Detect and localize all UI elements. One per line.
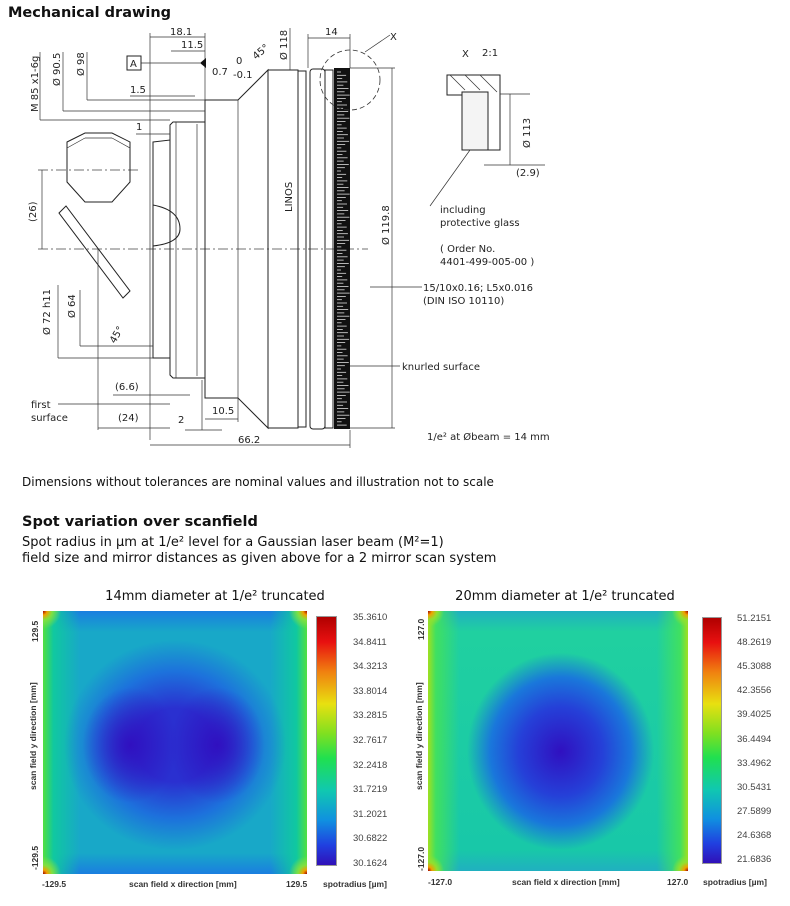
chart1-ylabel: scan field y direction [mm] bbox=[28, 682, 38, 790]
dim-98: Ø 98 bbox=[75, 52, 87, 76]
chart1-colorbar-label: spotradius [µm] bbox=[323, 879, 387, 889]
chart2-ytick-bottom: -127.0 bbox=[416, 846, 426, 871]
dim-24: (24) bbox=[118, 413, 139, 424]
chart1-colorbar-tick: 34.8411 bbox=[353, 636, 387, 648]
dim-18-1: 18.1 bbox=[170, 27, 192, 38]
prism-view bbox=[66, 132, 131, 203]
chart1-colorbar-tick: 31.2021 bbox=[353, 808, 388, 820]
mechanical-drawing: 18.1 11.5 A 0.7 0 -0.1 45° Ø 118 14 X X … bbox=[28, 27, 550, 448]
chart2-colorbar-tick: 21.6836 bbox=[737, 854, 772, 865]
dim-2: 2 bbox=[178, 415, 184, 426]
chart1-colorbar-tick: 33.2815 bbox=[353, 710, 388, 722]
section-title-mechanical-drawing: Mechanical drawing bbox=[8, 5, 172, 21]
section-title-spot-variation: Spot variation over scanfield bbox=[22, 514, 258, 530]
first-surface-label: first bbox=[31, 400, 51, 411]
chart1-ytick-top: 129.5 bbox=[30, 620, 40, 642]
dim-10-5: 10.5 bbox=[212, 406, 234, 417]
note-order-2: 4401-499-005-00 ) bbox=[440, 257, 534, 268]
chart1-colorbar-tick: 30.1624 bbox=[353, 858, 388, 869]
brand-engraving: LINOS bbox=[284, 182, 295, 212]
chart1-xlabel: scan field x direction [mm] bbox=[129, 879, 237, 889]
dim-26: (26) bbox=[28, 201, 39, 222]
chart1-colorbar-tick: 31.7219 bbox=[353, 784, 388, 796]
dim-64: Ø 64 bbox=[66, 294, 78, 318]
dim-0-7: 0.7 bbox=[212, 67, 228, 78]
lens-dome bbox=[152, 204, 181, 247]
chart2-colorbar-tick: 42.3556 bbox=[737, 685, 772, 697]
chart2-xlabel: scan field x direction [mm] bbox=[512, 877, 620, 887]
dim-6-6: (6.6) bbox=[115, 382, 139, 393]
chart2-colorbar-tick: 51.2151 bbox=[737, 613, 772, 624]
tol-upper: 0 bbox=[236, 56, 242, 67]
dim-90-5: Ø 90.5 bbox=[51, 53, 63, 86]
dim-1: 1 bbox=[136, 122, 142, 133]
chart1-heatmap bbox=[43, 611, 307, 874]
drawing-note: Dimensions without tolerances are nomina… bbox=[22, 475, 494, 489]
note-tolerance-2: (DIN ISO 10110) bbox=[423, 296, 504, 307]
dim-66-2: 66.2 bbox=[238, 435, 260, 446]
chart1-xtick-right: 129.5 bbox=[286, 879, 308, 889]
angle-bottom: 45° bbox=[108, 325, 126, 346]
dim-118: Ø 118 bbox=[278, 30, 290, 60]
chart2-colorbar-tick: 30.5431 bbox=[737, 781, 772, 793]
chart1-colorbar-tick: 34.3213 bbox=[353, 661, 388, 673]
spot-description-1: Spot radius in µm at 1/e² level for a Ga… bbox=[22, 535, 444, 550]
chart1-ytick-bottom: -129.5 bbox=[30, 845, 40, 870]
chart2-xtick-right: 127.0 bbox=[667, 877, 689, 887]
thread-section bbox=[169, 121, 206, 379]
chart1-xtick-left: -129.5 bbox=[42, 879, 67, 889]
mirror-view bbox=[58, 205, 131, 299]
chart1-colorbar bbox=[316, 616, 337, 866]
chart2-title: 20mm diameter at 1/e² truncated bbox=[455, 589, 675, 604]
chart2-colorbar-tick: 48.2619 bbox=[737, 637, 772, 649]
detail-mark: X bbox=[390, 32, 397, 43]
chart2-colorbar-tick: 39.4025 bbox=[737, 709, 772, 721]
chart2-colorbar bbox=[702, 617, 722, 864]
tol-lower: -0.1 bbox=[233, 70, 253, 81]
chart2-heatmap bbox=[428, 611, 688, 871]
chart1-colorbar-tick: 30.6822 bbox=[353, 833, 388, 845]
chart1-colorbar-tick: 32.2418 bbox=[353, 759, 388, 771]
chart1-colorbar-tick: 32.7617 bbox=[353, 735, 388, 746]
datum-label: A bbox=[130, 59, 137, 70]
chart2-colorbar-tick: 24.6368 bbox=[737, 829, 772, 841]
protective-glass bbox=[461, 91, 489, 151]
knurled-ring bbox=[334, 68, 350, 429]
angle-top: 45° bbox=[251, 42, 272, 62]
detail-circle bbox=[319, 49, 381, 111]
chart2-colorbar-label: spotradius [µm] bbox=[703, 877, 767, 887]
chart2-colorbar-tick: 33.4962 bbox=[737, 757, 772, 769]
detail-title: X bbox=[462, 49, 469, 60]
note-beam: 1/e² at Øbeam = 14 mm bbox=[427, 431, 550, 443]
dim-119-8: Ø 119.8 bbox=[380, 205, 392, 245]
chart2-colorbar-tick: 27.5899 bbox=[737, 805, 772, 817]
first-surface-label-2: surface bbox=[31, 413, 68, 424]
dim-14: 14 bbox=[325, 27, 338, 38]
note-glass-2: protective glass bbox=[440, 218, 520, 229]
chart2-xtick-left: -127.0 bbox=[428, 877, 453, 887]
chart1-title: 14mm diameter at 1/e² truncated bbox=[105, 589, 325, 604]
note-tolerance-1: 15/10x0.16; L5x0.016 bbox=[423, 283, 533, 294]
chart2-ylabel: scan field y direction [mm] bbox=[414, 682, 424, 790]
datum-box bbox=[126, 55, 142, 71]
note-order-1: ( Order No. bbox=[440, 244, 495, 255]
dim-11-5: 11.5 bbox=[181, 40, 203, 51]
chart1-colorbar-tick: 35.3610 bbox=[353, 612, 388, 623]
dim-113: Ø 113 bbox=[521, 118, 533, 148]
dim-72: Ø 72 h11 bbox=[41, 289, 53, 335]
note-glass-1: including bbox=[440, 205, 486, 216]
chart1-colorbar-tick: 33.8014 bbox=[353, 685, 388, 697]
spot-description-2: field size and mirror distances as given… bbox=[22, 551, 497, 566]
chart2-colorbar-tick: 36.4494 bbox=[737, 733, 772, 745]
note-knurl: knurled surface bbox=[402, 362, 480, 373]
chart2-ytick-top: 127.0 bbox=[416, 618, 426, 640]
detail-scale: 2:1 bbox=[482, 48, 498, 59]
dim-m85: M 85 x1-6g bbox=[30, 56, 41, 112]
chart2-colorbar-tick: 45.3088 bbox=[737, 661, 772, 673]
dim-2-9: (2.9) bbox=[516, 168, 540, 179]
dim-1-5: 1.5 bbox=[130, 85, 146, 96]
